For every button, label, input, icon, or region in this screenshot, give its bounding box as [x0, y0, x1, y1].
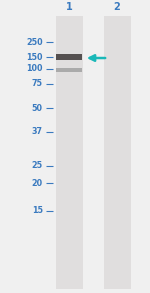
Text: 2: 2: [114, 2, 120, 12]
Bar: [56, 68, 82, 72]
Bar: [56, 54, 82, 60]
Text: 250: 250: [26, 38, 43, 47]
Text: 25: 25: [32, 161, 43, 170]
Text: 20: 20: [32, 179, 43, 188]
Text: 100: 100: [26, 64, 43, 73]
Text: 37: 37: [32, 127, 43, 136]
Text: 75: 75: [32, 79, 43, 88]
Bar: [56, 16, 82, 289]
Text: 50: 50: [32, 104, 43, 113]
Text: 15: 15: [32, 207, 43, 215]
Bar: [103, 16, 130, 289]
Text: 150: 150: [26, 53, 43, 62]
Text: 1: 1: [66, 2, 72, 12]
